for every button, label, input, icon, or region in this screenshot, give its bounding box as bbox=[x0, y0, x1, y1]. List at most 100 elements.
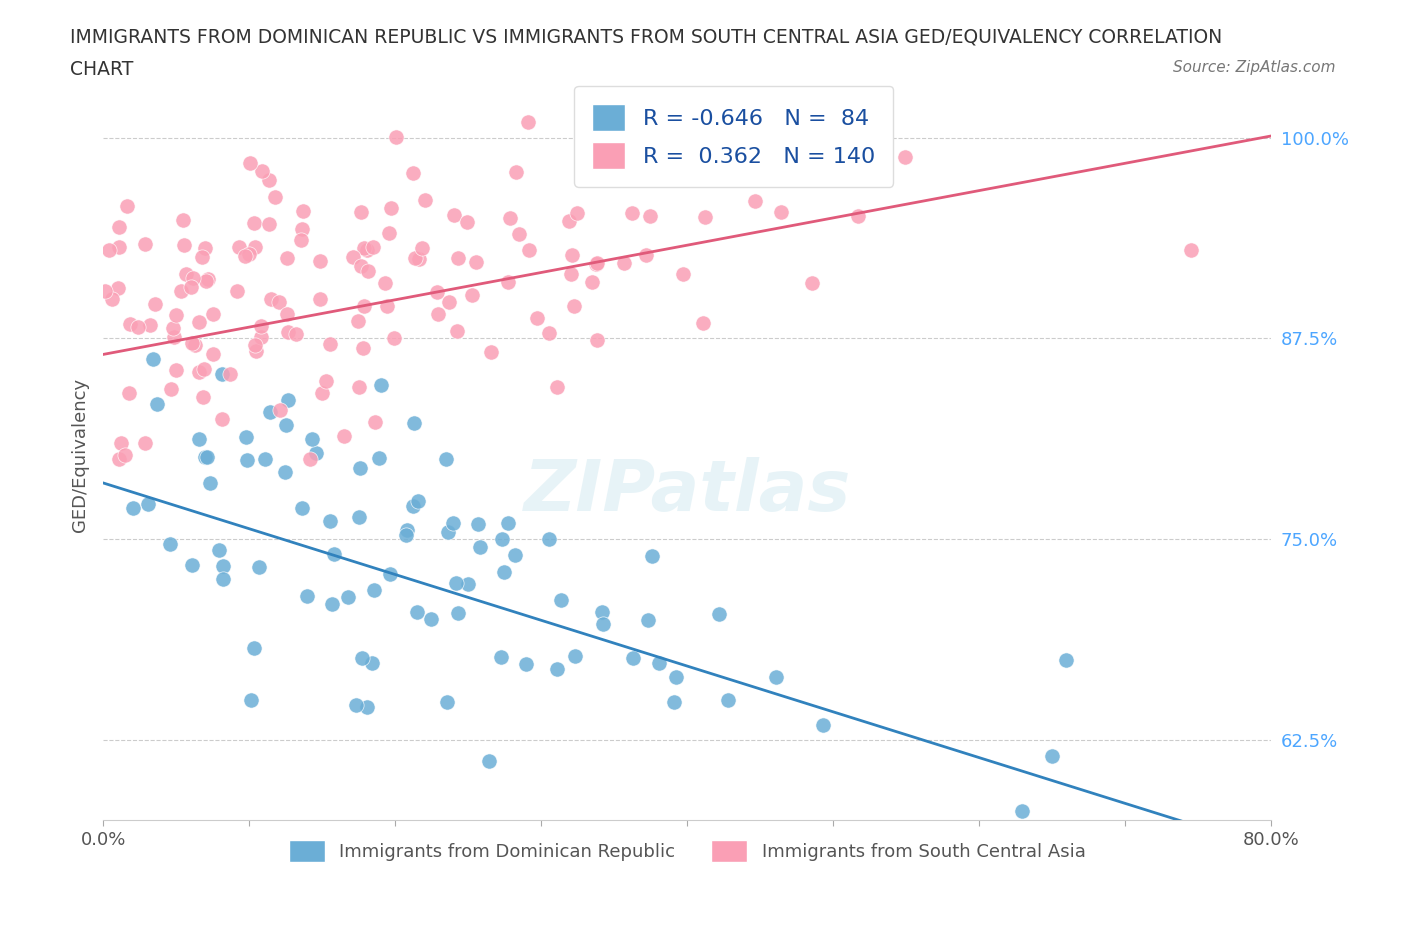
Point bbox=[212, 559, 235, 574]
Point bbox=[468, 540, 491, 555]
Point bbox=[395, 527, 418, 542]
Point bbox=[443, 207, 465, 222]
Point bbox=[259, 405, 281, 419]
Point bbox=[336, 590, 359, 604]
Point bbox=[395, 522, 418, 537]
Point bbox=[277, 392, 299, 407]
Point bbox=[1040, 749, 1063, 764]
Point bbox=[136, 497, 159, 512]
Point bbox=[107, 280, 129, 295]
Point bbox=[238, 246, 260, 261]
Point bbox=[498, 516, 520, 531]
Point bbox=[321, 597, 343, 612]
Point bbox=[404, 250, 426, 265]
Point bbox=[717, 693, 740, 708]
Point bbox=[405, 604, 427, 619]
Point bbox=[346, 313, 368, 328]
Point bbox=[211, 571, 233, 586]
Point bbox=[145, 396, 167, 411]
Point bbox=[478, 753, 501, 768]
Point bbox=[159, 537, 181, 551]
Point bbox=[160, 382, 183, 397]
Point bbox=[127, 319, 149, 334]
Point bbox=[139, 317, 162, 332]
Point bbox=[191, 250, 214, 265]
Point bbox=[183, 271, 205, 286]
Point bbox=[235, 430, 257, 445]
Point bbox=[276, 307, 298, 322]
Point bbox=[408, 251, 430, 266]
Point bbox=[353, 299, 375, 313]
Point bbox=[201, 307, 224, 322]
Point bbox=[350, 651, 373, 666]
Point bbox=[813, 718, 835, 733]
Point bbox=[374, 276, 396, 291]
Point bbox=[118, 386, 141, 401]
Point bbox=[378, 566, 401, 581]
Point bbox=[269, 295, 291, 310]
Point bbox=[494, 565, 516, 579]
Point bbox=[308, 291, 330, 306]
Point bbox=[180, 280, 202, 295]
Point bbox=[356, 699, 378, 714]
Point bbox=[370, 378, 392, 392]
Text: CHART: CHART bbox=[70, 60, 134, 79]
Point bbox=[692, 316, 714, 331]
Point bbox=[236, 452, 259, 467]
Point bbox=[311, 385, 333, 400]
Point bbox=[356, 242, 378, 257]
Point bbox=[180, 558, 202, 573]
Point bbox=[380, 200, 402, 215]
Text: ZIPatlas: ZIPatlas bbox=[523, 457, 851, 525]
Point bbox=[342, 249, 364, 264]
Point bbox=[436, 695, 458, 710]
Point bbox=[195, 449, 218, 464]
Point bbox=[195, 273, 218, 288]
Legend: Immigrants from Dominican Republic, Immigrants from South Central Asia: Immigrants from Dominican Republic, Immi… bbox=[281, 833, 1092, 870]
Point bbox=[401, 166, 423, 180]
Point bbox=[765, 670, 787, 684]
Point bbox=[517, 114, 540, 129]
Point bbox=[446, 575, 468, 590]
Point bbox=[101, 292, 124, 307]
Point bbox=[263, 190, 285, 205]
Point bbox=[319, 513, 342, 528]
Point bbox=[446, 324, 468, 339]
Point bbox=[276, 418, 298, 432]
Point bbox=[441, 515, 464, 530]
Point bbox=[364, 415, 387, 430]
Point bbox=[319, 337, 342, 352]
Point bbox=[352, 340, 374, 355]
Point bbox=[498, 210, 520, 225]
Point bbox=[586, 332, 609, 347]
Point bbox=[353, 240, 375, 255]
Point bbox=[560, 267, 582, 282]
Point bbox=[592, 143, 614, 158]
Point bbox=[357, 263, 380, 278]
Point bbox=[496, 274, 519, 289]
Point bbox=[277, 325, 299, 339]
Point bbox=[242, 641, 264, 656]
Point bbox=[491, 649, 513, 664]
Point bbox=[426, 285, 449, 299]
Point bbox=[245, 343, 267, 358]
Point bbox=[257, 216, 280, 231]
Point bbox=[243, 338, 266, 352]
Point bbox=[243, 216, 266, 231]
Y-axis label: GED/Equivalency: GED/Equivalency bbox=[72, 378, 89, 532]
Point bbox=[564, 648, 586, 663]
Point bbox=[323, 546, 346, 561]
Point bbox=[368, 450, 391, 465]
Point bbox=[291, 221, 314, 236]
Point bbox=[181, 336, 204, 351]
Point bbox=[249, 559, 271, 574]
Point bbox=[439, 295, 461, 310]
Point bbox=[621, 651, 644, 666]
Point bbox=[243, 239, 266, 254]
Point bbox=[456, 214, 478, 229]
Point bbox=[143, 297, 166, 312]
Point bbox=[591, 604, 613, 619]
Point bbox=[581, 275, 603, 290]
Point bbox=[375, 299, 398, 313]
Point bbox=[479, 344, 502, 359]
